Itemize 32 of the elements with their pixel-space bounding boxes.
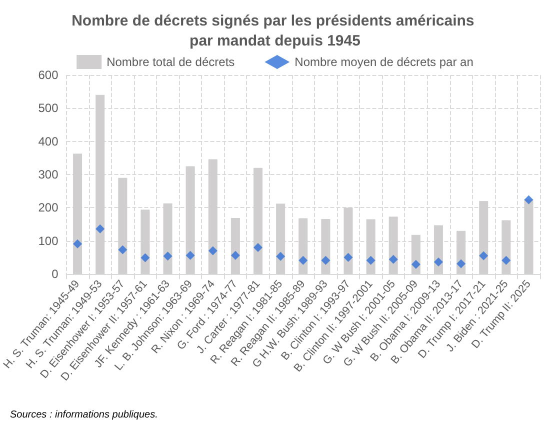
y-tick-label: 0 [52,267,59,281]
y-tick-label: 400 [38,134,59,148]
point [163,252,172,261]
point [73,239,82,248]
point [388,254,398,264]
point [208,246,218,256]
legend-label: Nombre total de décrets [106,55,235,69]
point [434,258,443,267]
point [186,250,195,260]
y-tick-label: 300 [38,168,59,182]
point [118,245,128,254]
point [96,224,105,234]
source-note: Sources : informations publiques. [10,410,158,420]
point [254,242,263,252]
y-tick-label: 100 [38,234,59,248]
y-tick-label: 500 [38,101,59,116]
point [140,253,150,262]
point [456,259,466,268]
point [321,256,330,265]
point [230,250,240,260]
y-tick-label: 600 [38,68,59,82]
point [502,256,511,265]
legend-label: Nombre moyen de décrets par an [294,55,474,69]
point [366,256,376,265]
point [524,195,534,204]
point [344,252,353,262]
chart-title: Nombre de décrets signés par les présidents américains par mandat depuis 1945 [72,12,478,50]
point [298,256,308,265]
point [276,252,286,261]
point [479,251,488,260]
point [411,260,420,269]
y-tick-label: 200 [38,200,59,215]
